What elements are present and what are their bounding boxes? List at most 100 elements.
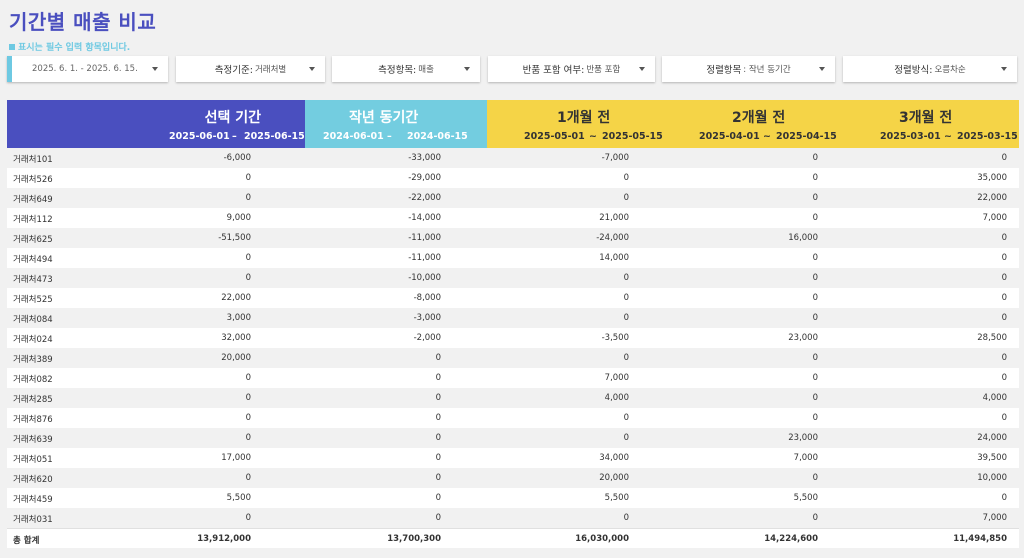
header-2-months-ago[interactable]: 2개월 전 2025-04-01 ~ 2025-04-15 (699, 110, 837, 142)
sort-item-dropdown[interactable]: 정렬항목: 작년 동기간 (662, 56, 835, 82)
metric-dropdown[interactable]: 측정항목: 매출 (332, 56, 480, 82)
table-row[interactable]: 거래처473 0 -10,000 0 0 0 (7, 268, 1019, 288)
row-value: 34,000 (599, 453, 629, 463)
row-value: 0 (812, 253, 818, 263)
row-value: -11,000 (408, 233, 441, 243)
row-client-name: 거래처024 (13, 335, 53, 345)
row-client-name: 거래처389 (13, 355, 53, 365)
row-value: 0 (245, 373, 251, 383)
row-value: 5,500 (226, 493, 251, 503)
row-value: 0 (1001, 253, 1007, 263)
row-value: 0 (812, 473, 818, 483)
row-value: -3,000 (413, 313, 441, 323)
row-value: 22,000 (221, 293, 251, 303)
row-value: 0 (245, 473, 251, 483)
table-row[interactable]: 거래처620 0 0 20,000 0 10,000 (7, 468, 1019, 488)
date-range-picker[interactable]: 2025. 6. 1. - 2025. 6. 15. (7, 56, 168, 82)
row-value: 28,500 (977, 333, 1007, 343)
row-client-name: 거래처649 (13, 195, 53, 205)
row-value: 0 (1001, 273, 1007, 283)
row-value: 0 (1001, 153, 1007, 163)
row-value: 0 (812, 513, 818, 523)
table-row[interactable]: 거래처101 -6,000 -33,000 -7,000 0 0 (7, 148, 1019, 168)
row-client-name: 거래처082 (13, 375, 53, 385)
row-value: 0 (623, 353, 629, 363)
header-3-months-ago[interactable]: 3개월 전 2025-03-01 ~ 2025-03-15 (880, 110, 1018, 142)
table-row[interactable]: 거래처082 0 0 7,000 0 0 (7, 368, 1019, 388)
table-row[interactable]: 거래처389 20,000 0 0 0 0 (7, 348, 1019, 368)
table-row[interactable]: 거래처024 32,000 -2,000 -3,500 23,000 28,500 (7, 328, 1019, 348)
basis-dropdown[interactable]: 측정기준: 거래처별 (176, 56, 325, 82)
row-value: -3,500 (601, 333, 629, 343)
row-value: 0 (435, 393, 441, 403)
row-value: 32,000 (221, 333, 251, 343)
row-value: 0 (435, 473, 441, 483)
sort-order-dropdown[interactable]: 정렬방식: 오름차순 (843, 56, 1017, 82)
table-header: 선택 기간 2025-06-01 – 2025-06-15 작년 동기간 202… (7, 100, 1019, 148)
row-value: 0 (812, 413, 818, 423)
row-value: 0 (245, 273, 251, 283)
row-value: 0 (435, 373, 441, 383)
returns-dropdown[interactable]: 반품 포함 여부: 반품 포함 (488, 56, 655, 82)
row-value: 24,000 (977, 433, 1007, 443)
row-value: 23,000 (788, 433, 818, 443)
table-row[interactable]: 거래처639 0 0 0 23,000 24,000 (7, 428, 1019, 448)
row-value: 0 (245, 433, 251, 443)
chevron-down-icon (152, 67, 158, 71)
row-value: 35,000 (977, 173, 1007, 183)
row-client-name: 거래처031 (13, 515, 53, 525)
row-value: 0 (812, 213, 818, 223)
row-value: -2,000 (413, 333, 441, 343)
row-client-name: 거래처084 (13, 315, 53, 325)
table-row[interactable]: 거래처525 22,000 -8,000 0 0 0 (7, 288, 1019, 308)
row-value: -14,000 (408, 213, 441, 223)
row-value: 0 (623, 293, 629, 303)
row-value: 3,000 (226, 313, 251, 323)
required-marker-icon (9, 44, 15, 50)
row-value: 7,000 (982, 513, 1007, 523)
row-value: 0 (245, 393, 251, 403)
row-value: -11,000 (408, 253, 441, 263)
row-client-name: 거래처494 (13, 255, 53, 265)
row-value: 17,000 (221, 453, 251, 463)
row-value: 0 (812, 273, 818, 283)
header-selected-period[interactable]: 선택 기간 2025-06-01 – 2025-06-15 (7, 100, 305, 148)
row-value: 5,500 (793, 493, 818, 503)
table-row[interactable]: 거래처112 9,000 -14,000 21,000 0 7,000 (7, 208, 1019, 228)
row-value: -29,000 (408, 173, 441, 183)
table-row[interactable]: 거래처494 0 -11,000 14,000 0 0 (7, 248, 1019, 268)
chevron-down-icon (464, 67, 470, 71)
table-row[interactable]: 거래처031 0 0 0 0 7,000 (7, 508, 1019, 528)
row-value: 4,000 (982, 393, 1007, 403)
table-row[interactable]: 거래처285 0 0 4,000 0 4,000 (7, 388, 1019, 408)
row-value: 0 (623, 433, 629, 443)
row-value: 9,000 (226, 213, 251, 223)
row-value: 23,000 (788, 333, 818, 343)
table-row[interactable]: 거래처459 5,500 0 5,500 5,500 0 (7, 488, 1019, 508)
total-row: 총 합계 13,912,000 13,700,300 16,030,000 14… (7, 528, 1019, 548)
row-value: 0 (812, 373, 818, 383)
row-client-name: 거래처525 (13, 295, 53, 305)
table-row[interactable]: 거래처084 3,000 -3,000 0 0 0 (7, 308, 1019, 328)
row-client-name: 거래처473 (13, 275, 53, 285)
table-row[interactable]: 거래처051 17,000 0 34,000 7,000 39,500 (7, 448, 1019, 468)
row-value: 22,000 (977, 193, 1007, 203)
row-value: 7,000 (604, 373, 629, 383)
row-value: -7,000 (601, 153, 629, 163)
row-value: -24,000 (596, 233, 629, 243)
row-value: 0 (245, 413, 251, 423)
table-row[interactable]: 거래처526 0 -29,000 0 0 35,000 (7, 168, 1019, 188)
row-value: 0 (435, 413, 441, 423)
row-value: 39,500 (977, 453, 1007, 463)
table-row[interactable]: 거래처876 0 0 0 0 0 (7, 408, 1019, 428)
table-row[interactable]: 거래처625 -51,500 -11,000 -24,000 16,000 0 (7, 228, 1019, 248)
row-value: 20,000 (221, 353, 251, 363)
header-1-month-ago[interactable]: 1개월 전 2025-05-01 ~ 2025-05-15 (524, 110, 663, 142)
row-value: 0 (435, 353, 441, 363)
row-value: 7,000 (982, 213, 1007, 223)
table-row[interactable]: 거래처649 0 -22,000 0 0 22,000 (7, 188, 1019, 208)
row-value: 0 (1001, 373, 1007, 383)
chevron-down-icon (309, 67, 315, 71)
header-last-year[interactable]: 작년 동기간 2024-06-01 – 2024-06-15 (305, 100, 487, 148)
row-client-name: 거래처639 (13, 435, 53, 445)
